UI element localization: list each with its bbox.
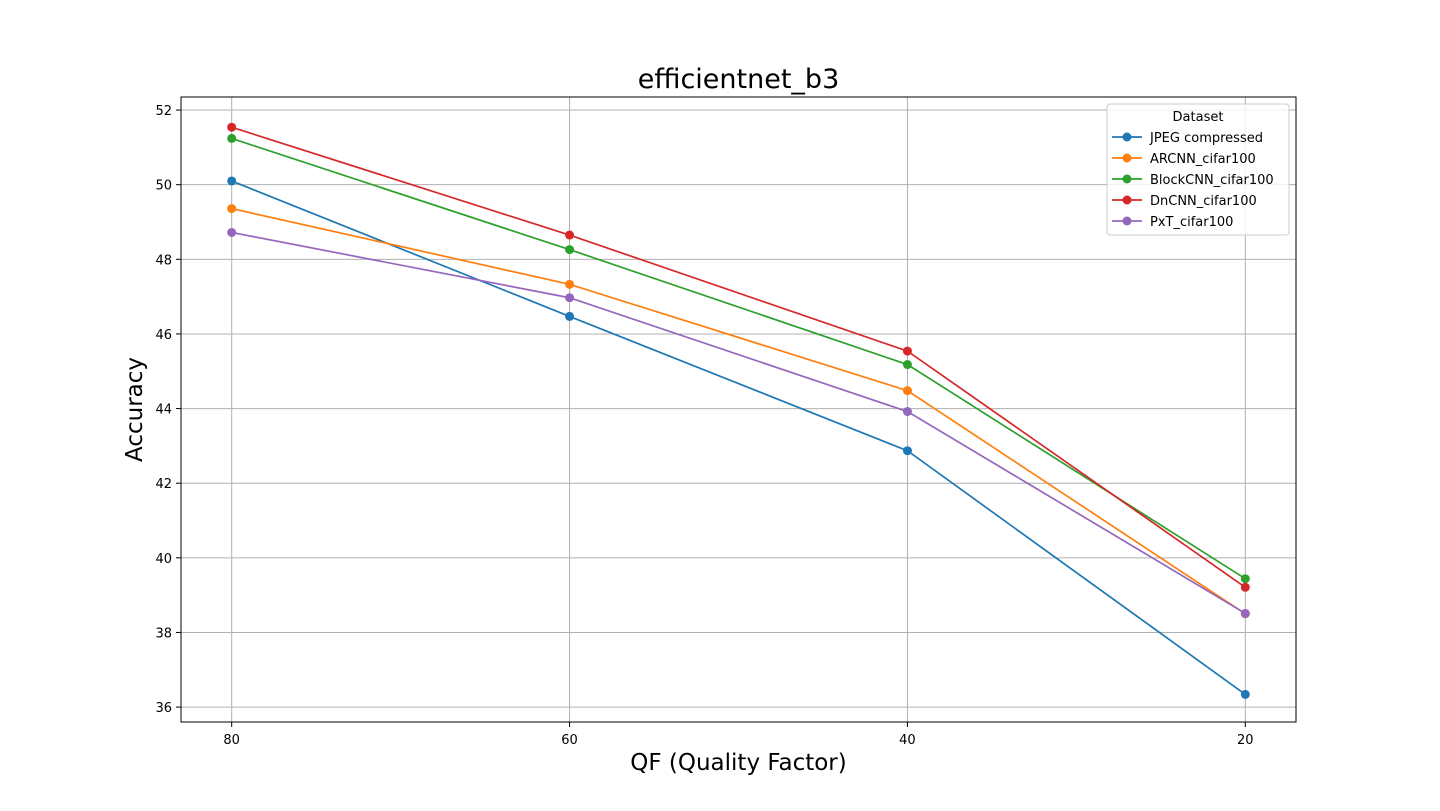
data-point [902,446,912,456]
x-tick-label: 80 [223,733,240,748]
legend: Dataset JPEG compressed ARCNN_cifar100 Blo… [1106,103,1290,236]
legend-swatch-marker [1122,195,1132,205]
legend-item: JPEG compressed [1112,131,1263,146]
series-PxT_cifar100 [227,227,1250,618]
legend-label: JPEG compressed [1149,131,1263,146]
data-point [1240,689,1250,699]
x-axis-title: QF (Quality Factor) [630,750,847,776]
data-point [565,230,575,240]
series-line [231,137,1246,580]
legend-swatch-marker [1122,216,1132,226]
y-tick-label: 36 [155,701,172,716]
series-line [231,231,1246,615]
data-point [902,386,912,396]
y-tick-label: 48 [155,253,172,268]
chart-title: efficientnet_b3 [638,64,840,95]
y-tick-label: 52 [155,104,172,119]
data-point [227,133,237,143]
legend-label: BlockCNN_cifar100 [1150,173,1274,188]
data-point [565,245,575,255]
legend-item: DnCNN_cifar100 [1112,194,1257,209]
series-BlockCNN_cifar100 [227,133,1250,584]
y-tick-label: 44 [155,403,172,418]
legend-item: ARCNN_cifar100 [1112,152,1256,167]
data-point [227,227,237,237]
ticks: 36 38 40 42 44 46 48 50 52 80 60 40 20 [155,104,1253,748]
data-point [227,176,237,186]
y-tick-label: 50 [155,179,172,194]
legend-swatch-marker [1122,132,1132,142]
grid [181,97,1296,722]
data-point [902,407,912,417]
legend-item: PxT_cifar100 [1112,215,1233,230]
data-point [565,311,575,321]
legend-swatch-marker [1122,153,1132,163]
legend-label: PxT_cifar100 [1150,215,1233,230]
data-point [1240,574,1250,584]
data-point [565,279,575,289]
x-tick-label: 60 [561,733,578,748]
y-tick-label: 40 [155,552,172,567]
data-point [565,293,575,303]
data-point [1240,582,1250,592]
legend-label: DnCNN_cifar100 [1150,194,1257,209]
data-point [1240,608,1250,618]
data-point [902,360,912,370]
data-point [227,122,237,132]
x-tick-label: 40 [899,733,916,748]
legend-swatch-marker [1122,174,1132,184]
plot-frame [180,96,1297,723]
y-axis-title: Accuracy [122,357,148,462]
series-line [231,180,1246,696]
legend-item: BlockCNN_cifar100 [1112,173,1274,188]
series-line [231,207,1246,615]
legend-box [1106,103,1290,236]
y-tick-label: 46 [155,328,172,343]
x-tick-label: 20 [1237,733,1254,748]
series-JPEG compressed [227,176,1250,699]
data-point [902,346,912,356]
y-tick-label: 38 [155,626,172,641]
legend-label: ARCNN_cifar100 [1150,152,1256,167]
legend-title: Dataset [1173,110,1224,125]
series-DnCNN_cifar100 [227,122,1250,592]
data-point [227,204,237,214]
series-group [227,122,1250,699]
y-tick-label: 42 [155,477,172,492]
series-line [231,126,1246,588]
